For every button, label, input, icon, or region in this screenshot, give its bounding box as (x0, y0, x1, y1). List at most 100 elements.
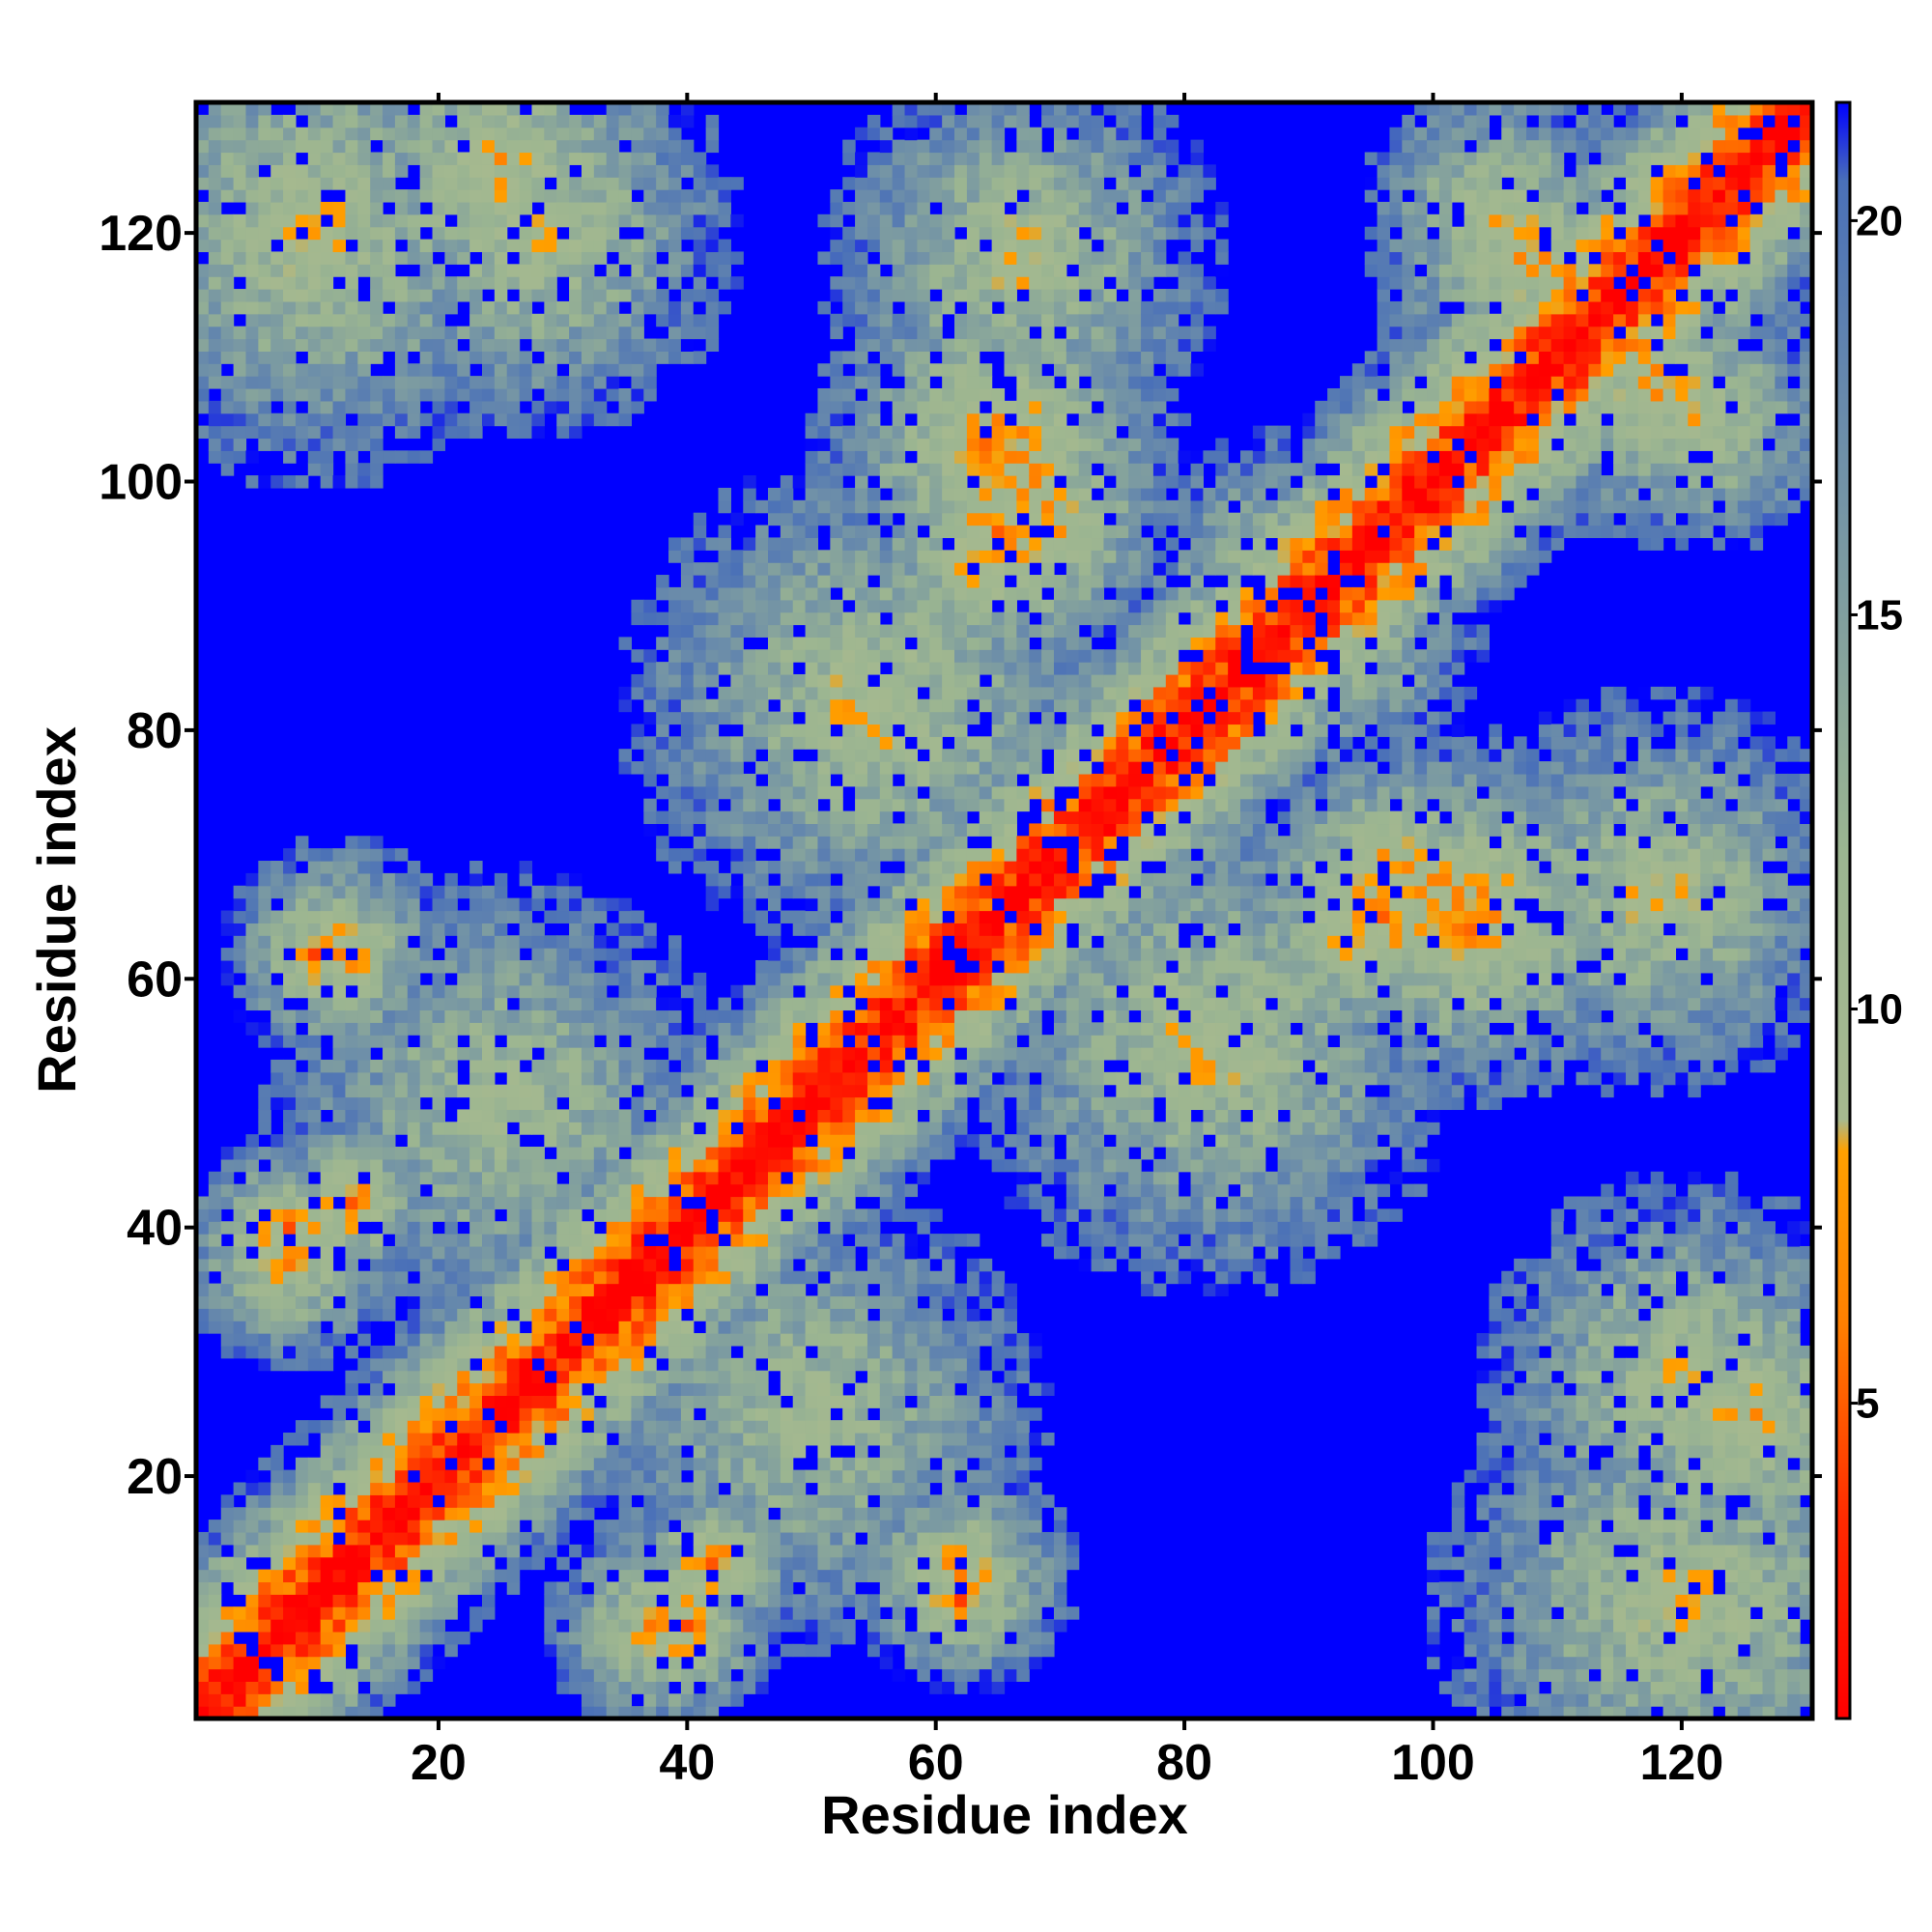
heatmap-cell (693, 972, 707, 986)
heatmap-cell (618, 1084, 633, 1098)
heatmap-cell (855, 785, 868, 800)
heatmap-cell (345, 1619, 358, 1633)
heatmap-cell (283, 289, 297, 302)
heatmap-cell (544, 289, 557, 302)
heatmap-cell (332, 910, 347, 923)
heatmap-cell (432, 387, 445, 402)
heatmap-cell (307, 1096, 322, 1111)
heatmap-cell (780, 1507, 794, 1520)
heatmap-cell (383, 1494, 396, 1508)
heatmap-cell (606, 1594, 620, 1607)
heatmap-cell (705, 1134, 720, 1148)
heatmap-cell (730, 637, 744, 650)
heatmap-cell (743, 823, 756, 837)
heatmap-cell (506, 239, 521, 253)
heatmap-cell (879, 711, 894, 725)
heatmap-cell (544, 152, 557, 165)
heatmap-cell (618, 1059, 633, 1073)
heatmap-cell (469, 1171, 483, 1185)
heatmap-cell (730, 1147, 744, 1160)
heatmap-cell (196, 351, 210, 364)
heatmap-cell (780, 1245, 794, 1260)
heatmap-cell (631, 1556, 644, 1571)
heatmap-cell (383, 313, 396, 327)
heatmap-cell (867, 1221, 881, 1235)
heatmap-cell (805, 785, 819, 800)
heatmap-cell (307, 1283, 322, 1297)
heatmap-cell (693, 537, 707, 551)
heatmap-cell (383, 189, 396, 203)
heatmap-cell (718, 1147, 731, 1160)
heatmap-cell (904, 1520, 919, 1533)
heatmap-cell (407, 885, 421, 899)
heatmap-cell (593, 910, 608, 923)
heatmap-cell (668, 326, 682, 340)
heatmap-cell (332, 139, 347, 154)
heatmap-cell (208, 1520, 222, 1533)
heatmap-cell (432, 127, 445, 141)
heatmap-cell (407, 1494, 421, 1508)
heatmap-cell (457, 152, 470, 165)
heatmap-cell (270, 1606, 284, 1620)
heatmap-cell (469, 1258, 483, 1272)
heatmap-cell (904, 935, 919, 949)
heatmap-cell (394, 1606, 409, 1620)
heatmap-cell (892, 201, 906, 215)
heatmap-cell (332, 1581, 347, 1595)
heatmap-cell (383, 885, 396, 899)
heatmap-cell (469, 1096, 483, 1111)
heatmap-cell (419, 1581, 434, 1595)
heatmap-cell (805, 637, 819, 650)
heatmap-cell (743, 1357, 756, 1372)
heatmap-cell (432, 164, 445, 178)
heatmap-cell (767, 599, 781, 613)
heatmap-cell (519, 923, 533, 936)
heatmap-cell (357, 1134, 371, 1148)
heatmap-cell (680, 1457, 695, 1471)
heatmap-cell (817, 935, 831, 949)
heatmap-cell (892, 1147, 906, 1160)
heatmap-cell (842, 562, 856, 576)
heatmap-cell (867, 562, 881, 576)
heatmap-cell (792, 761, 807, 775)
heatmap-cell (643, 1096, 657, 1111)
heatmap-cell (569, 1569, 582, 1583)
heatmap-cell (693, 1444, 707, 1459)
heatmap-cell (904, 1594, 919, 1607)
heatmap-cell (220, 351, 235, 364)
heatmap-cell (743, 1234, 756, 1247)
heatmap-cell (494, 1407, 508, 1421)
heatmap-cell (718, 1469, 731, 1484)
heatmap-cell (631, 997, 644, 1011)
heatmap-cell (444, 1531, 458, 1546)
heatmap-cell (307, 1035, 322, 1048)
heatmap-cell (693, 1668, 707, 1682)
heatmap-cell (457, 102, 470, 116)
heatmap-cell (792, 1619, 807, 1633)
heatmap-cell (295, 475, 309, 489)
heatmap-cell (817, 1022, 831, 1036)
heatmap-cell (394, 1531, 409, 1546)
heatmap-cell (332, 1147, 347, 1160)
heatmap-cell (258, 1147, 271, 1160)
heatmap-cell (196, 1581, 210, 1595)
heatmap-cell (569, 1333, 582, 1347)
heatmap-cell (718, 201, 731, 215)
heatmap-cell (345, 387, 358, 402)
heatmap-cell (618, 1395, 633, 1408)
heatmap-cell (593, 1084, 608, 1098)
heatmap-cell (569, 997, 582, 1011)
heatmap-cell (892, 1606, 906, 1620)
heatmap-cell (631, 599, 644, 613)
heatmap-cell (879, 761, 894, 775)
heatmap-cell (631, 313, 644, 327)
heatmap-cell (383, 1631, 396, 1645)
heatmap-cell (805, 438, 819, 451)
heatmap-cell (693, 724, 707, 737)
heatmap-cell (531, 1109, 545, 1122)
heatmap-cell (383, 959, 396, 974)
heatmap-cell (307, 1295, 322, 1309)
heatmap-cell (519, 114, 533, 128)
heatmap-cell (531, 1183, 545, 1198)
heatmap-cell (618, 102, 633, 116)
